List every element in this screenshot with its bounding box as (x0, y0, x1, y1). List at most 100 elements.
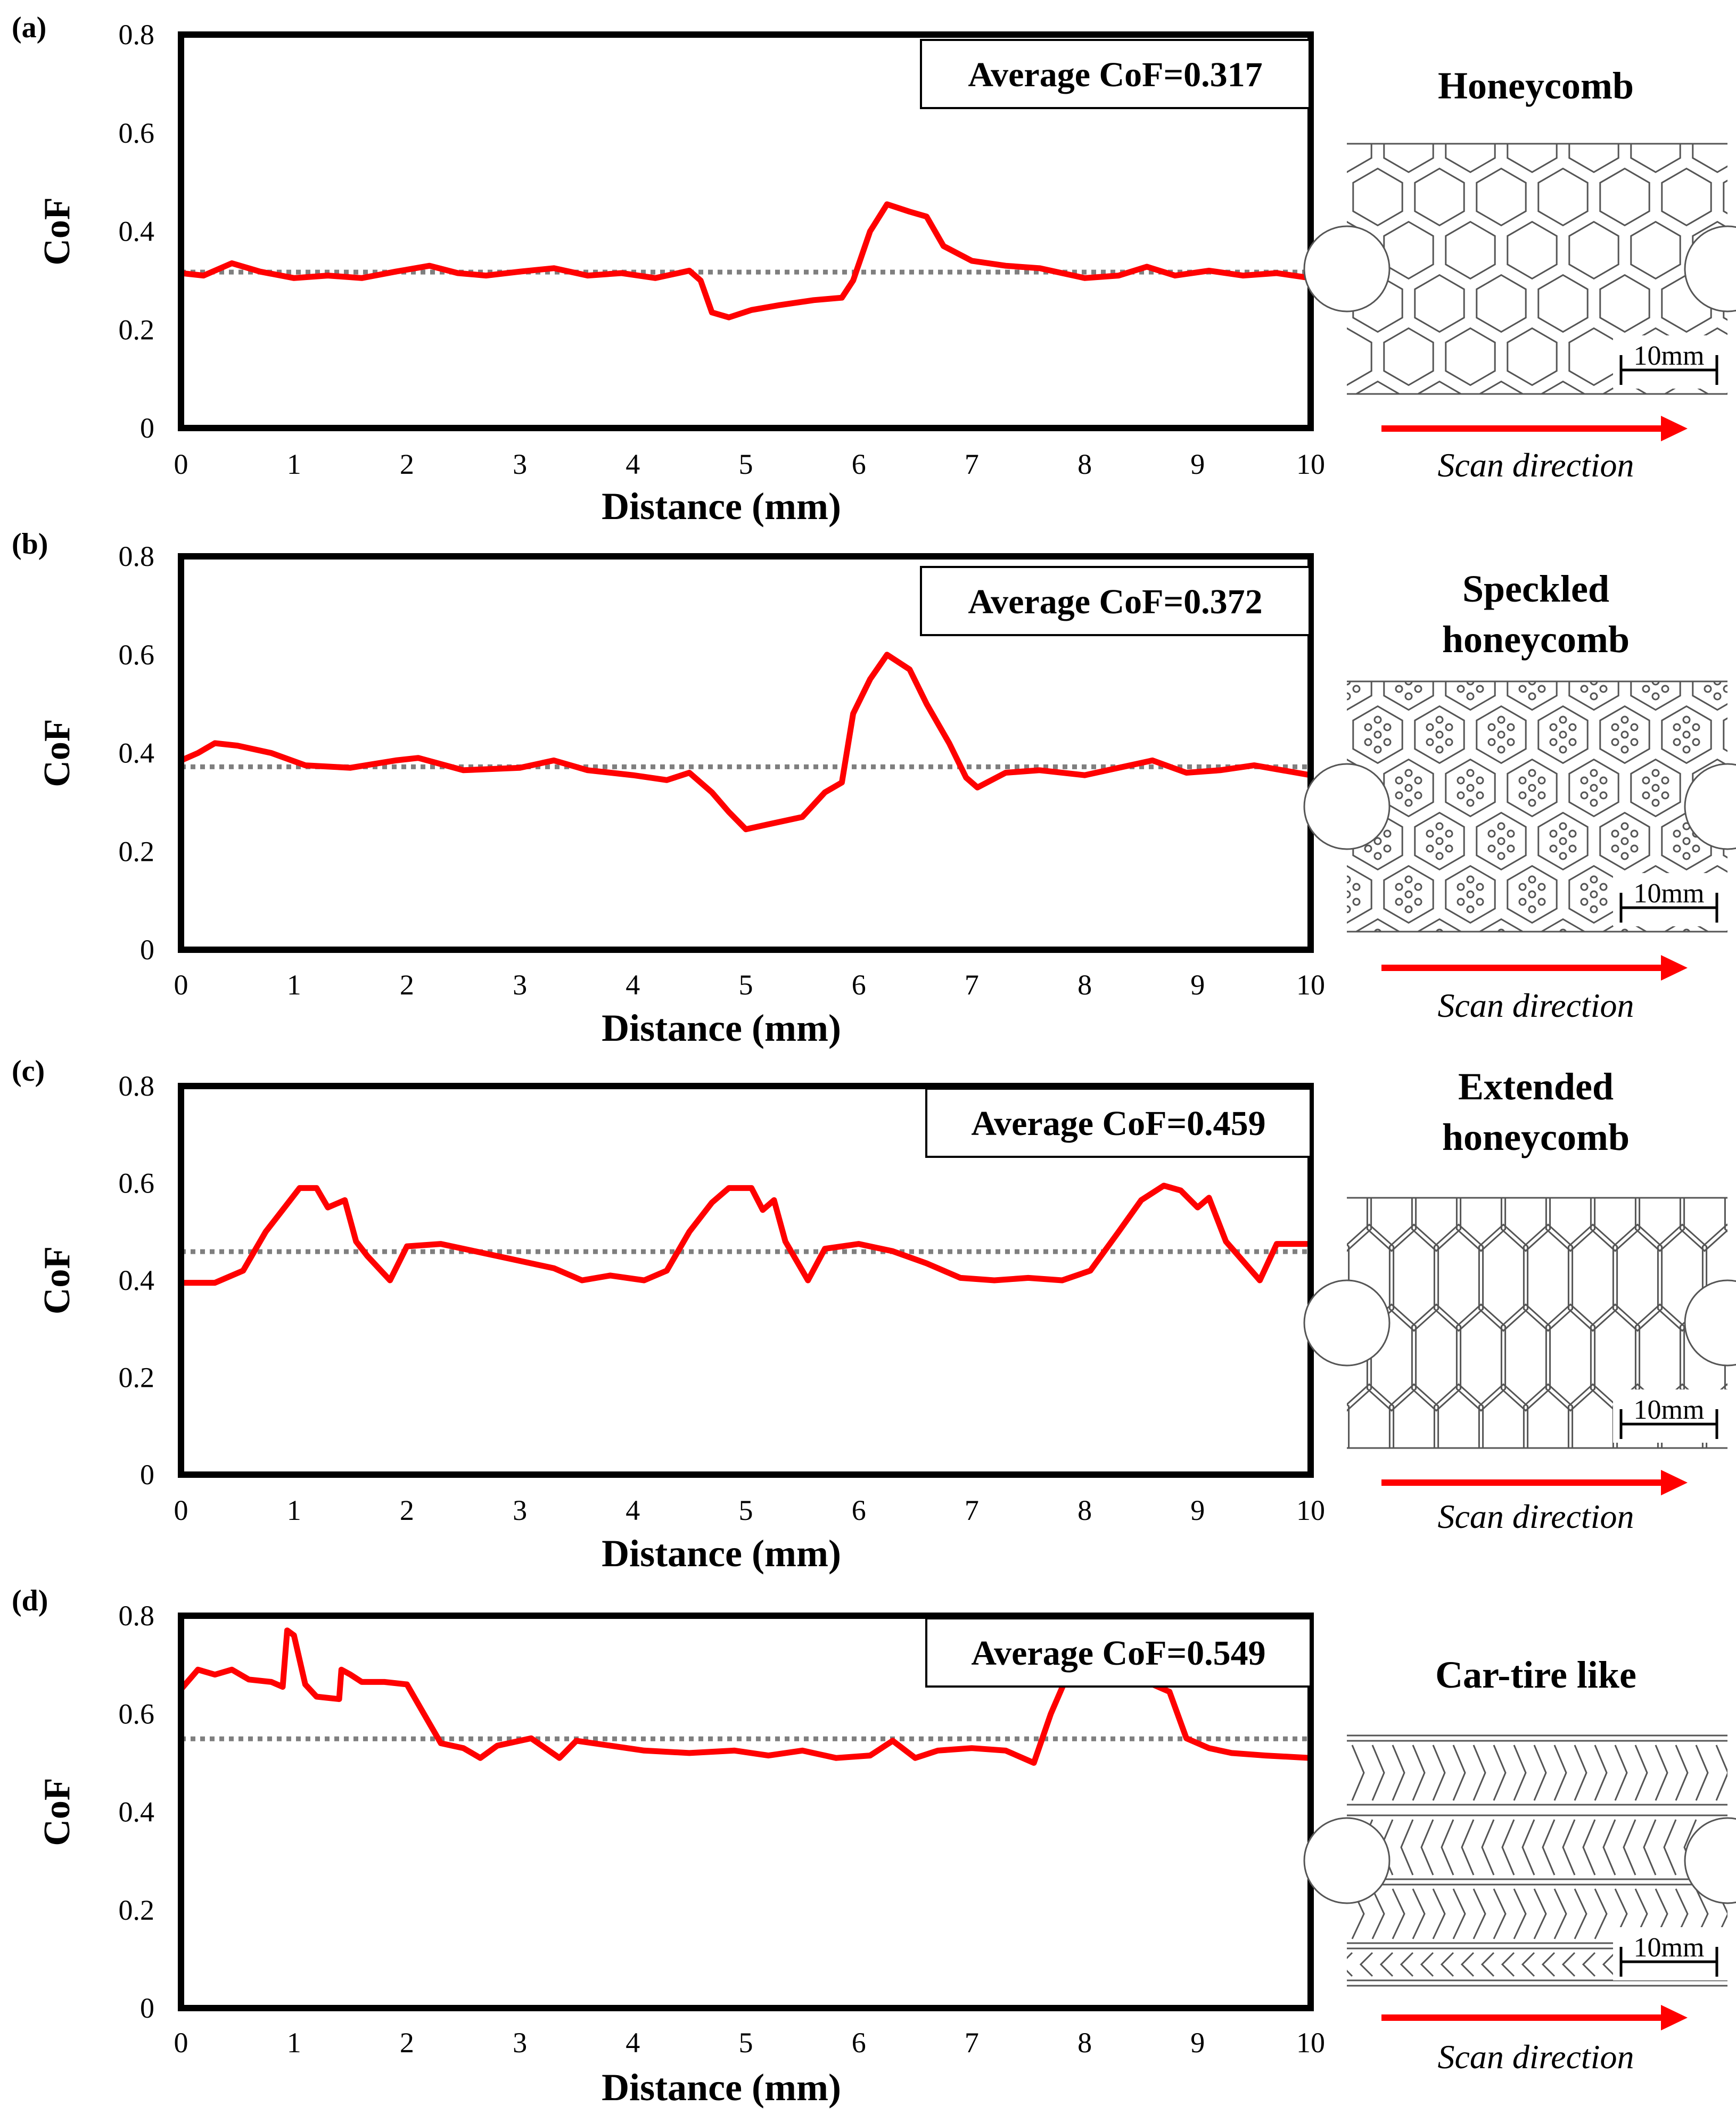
y-axis-label: CoF (37, 197, 78, 265)
scan-direction-label: Scan direction (1437, 446, 1634, 484)
cof-series-line (178, 652, 1314, 833)
scan-direction-label: Scan direction (1437, 2038, 1634, 2076)
scale-bar-label: 10mm (1634, 878, 1705, 909)
x-tick-label: 1 (287, 1494, 301, 1526)
cof-series-line (178, 201, 1314, 320)
y-tick-label: 0.2 (119, 314, 155, 346)
x-tick-label: 3 (513, 2027, 527, 2059)
y-axis-label: CoF (37, 1778, 78, 1846)
x-tick-label: 6 (852, 448, 866, 480)
x-tick-label: 5 (739, 448, 753, 480)
x-tick-label: 8 (1077, 2027, 1092, 2059)
panel-label: (d) (12, 1584, 48, 1617)
x-tick-label: 10 (1296, 1494, 1325, 1526)
average-label-box (920, 566, 1311, 636)
average-label: Average CoF=0.459 (971, 1104, 1265, 1143)
average-label-box (925, 1088, 1312, 1158)
x-axis-label: Distance (mm) (602, 1532, 841, 1575)
y-tick-label: 0 (140, 412, 154, 444)
sample-side-hole (1303, 763, 1391, 850)
sample-title: Honeycomb (1438, 64, 1634, 107)
sample-title: Extended (1458, 1065, 1614, 1108)
average-label-box (925, 1617, 1312, 1688)
average-label: Average CoF=0.549 (971, 1634, 1265, 1673)
x-tick-label: 7 (965, 448, 979, 480)
y-tick-label: 0 (140, 934, 154, 966)
x-tick-label: 9 (1190, 969, 1205, 1001)
scale-bar-label: 10mm (1634, 341, 1705, 371)
panel-label: (b) (12, 528, 48, 561)
x-axis-label: Distance (mm) (602, 485, 841, 528)
panel-b: (b) Average CoF=0.372 0 0.2 0.4 0.6 0.8 0 1 2 3 4 5 6… (12, 528, 1736, 1049)
x-tick-label: 4 (626, 448, 640, 480)
x-tick-label: 0 (174, 1494, 188, 1526)
x-tick-label: 4 (626, 1494, 640, 1526)
average-label: Average CoF=0.317 (968, 55, 1262, 94)
x-tick-label: 9 (1190, 2027, 1205, 2059)
x-tick-label: 7 (965, 969, 979, 1001)
honeycomb-pattern-icon (1303, 143, 1736, 395)
x-tick-label: 3 (513, 1494, 527, 1526)
x-tick-label: 8 (1077, 1494, 1092, 1526)
panel-label: (c) (12, 1055, 45, 1088)
y-tick-label: 0.8 (119, 1070, 155, 1102)
x-tick-label: 4 (626, 2027, 640, 2059)
average-label-box (920, 39, 1311, 109)
x-tick-label: 3 (513, 448, 527, 480)
x-tick-label: 1 (287, 969, 301, 1001)
sample-side-hole (1684, 1817, 1736, 1904)
scan-direction-label: Scan direction (1437, 1498, 1634, 1535)
x-tick-label: 1 (287, 448, 301, 480)
x-tick-label: 10 (1296, 2027, 1325, 2059)
sample-title: honeycomb (1442, 618, 1630, 661)
y-tick-label: 0.6 (119, 1698, 155, 1730)
scan-direction-arrowhead (1661, 955, 1688, 981)
sample-side-hole (1303, 225, 1391, 312)
x-tick-label: 2 (400, 2027, 414, 2059)
y-tick-label: 0.2 (119, 1894, 155, 1926)
scan-direction-arrowhead (1661, 416, 1688, 441)
x-tick-label: 7 (965, 2027, 979, 2059)
y-tick-label: 0.6 (119, 117, 155, 149)
x-axis-label: Distance (mm) (602, 1007, 841, 1049)
panel-a: (a) Average CoF=0.317 0 0.2 0.4 0.6 0.8 0 1 2 3 4 5 6… (12, 11, 1736, 528)
scan-direction-arrowhead (1661, 2005, 1688, 2030)
x-tick-label: 9 (1190, 448, 1205, 480)
x-tick-label: 10 (1296, 448, 1325, 480)
x-tick-label: 0 (174, 2027, 188, 2059)
scale-bar-label: 10mm (1634, 1395, 1705, 1425)
x-tick-label: 2 (400, 448, 414, 480)
y-tick-label: 0.4 (119, 1264, 155, 1296)
x-tick-label: 10 (1296, 969, 1325, 1001)
sample-title: Car-tire like (1435, 1654, 1636, 1696)
average-label: Average CoF=0.372 (968, 582, 1262, 621)
sample-side-hole (1303, 1817, 1391, 1904)
x-axis-label: Distance (mm) (602, 2066, 841, 2109)
panel-c: (c) Average CoF=0.459 0 0.2 0.4 0.6 0.8 0 1 2 3 4 5 6… (12, 1055, 1736, 1575)
plot-frame (178, 31, 1314, 431)
x-tick-label: 0 (174, 448, 188, 480)
y-tick-label: 0 (140, 1992, 154, 2024)
x-tick-label: 6 (852, 969, 866, 1001)
sample-title: honeycomb (1442, 1116, 1630, 1158)
x-tick-label: 3 (513, 969, 527, 1001)
speckled-honeycomb-pattern-icon (1303, 680, 1736, 933)
sample-side-hole (1684, 225, 1736, 312)
extended-honeycomb-pattern-icon (1303, 1197, 1736, 1449)
y-tick-label: 0.8 (119, 540, 155, 572)
sample-side-hole (1684, 1279, 1736, 1367)
y-tick-label: 0.8 (119, 1600, 155, 1632)
y-tick-label: 0.6 (119, 639, 155, 671)
scale-bar-label: 10mm (1634, 1932, 1705, 1963)
x-tick-label: 6 (852, 2027, 866, 2059)
plot-frame (178, 1613, 1314, 2011)
x-tick-label: 9 (1190, 1494, 1205, 1526)
y-tick-label: 0.4 (119, 216, 155, 248)
y-tick-label: 0.2 (119, 835, 155, 867)
sample-title: Speckled (1462, 567, 1609, 610)
x-tick-label: 8 (1077, 969, 1092, 1001)
y-axis-label: CoF (37, 1246, 78, 1314)
x-tick-label: 7 (965, 1494, 979, 1526)
y-tick-label: 0.4 (119, 737, 155, 769)
